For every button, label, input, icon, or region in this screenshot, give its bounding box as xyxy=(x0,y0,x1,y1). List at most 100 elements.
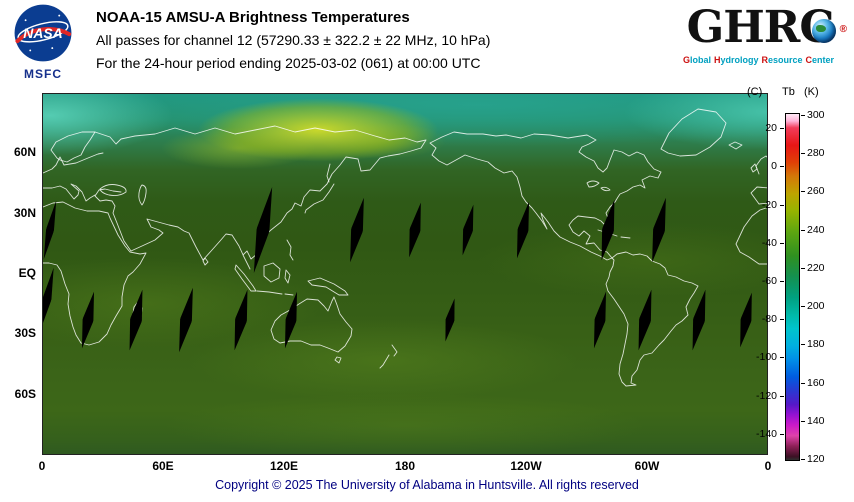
lat-label-30N: 30N xyxy=(13,205,36,220)
data-gap xyxy=(248,186,279,275)
page-title: NOAA-15 AMSU-A Brightness Temperatures xyxy=(96,9,410,26)
map-canvas xyxy=(42,93,768,455)
kelvin-tick-180: 180 xyxy=(807,338,825,351)
coastline-eurasia xyxy=(94,125,427,270)
lat-label-60N: 60N xyxy=(13,145,36,160)
celsius-tick-mark xyxy=(780,319,784,321)
data-gap xyxy=(646,197,671,264)
kelvin-tick-mark xyxy=(801,229,805,231)
kelvin-tick-mark xyxy=(801,267,805,269)
ghrc-subtitle: Global Hydrology Resource Center xyxy=(676,55,844,65)
celsius-tick-mark xyxy=(780,166,784,168)
kelvin-tick-mark xyxy=(801,382,805,384)
celsius-tick-mark xyxy=(780,357,784,359)
data-gap xyxy=(687,288,712,351)
nasa-logo: NASA MSFC xyxy=(12,4,74,81)
kelvin-tick-mark xyxy=(801,344,805,346)
kelvin-tick-120: 120 xyxy=(807,453,825,465)
kelvin-tick-mark xyxy=(801,420,805,422)
colorbar-kelvin-header: (K) xyxy=(804,86,819,98)
coastline-philippines xyxy=(286,239,294,261)
subtitle-period: For the 24-hour period ending 2025-03-02… xyxy=(96,55,481,71)
lon-label-2-120E: 120E xyxy=(269,459,299,473)
kelvin-tick-mark xyxy=(801,459,805,460)
kelvin-tick-160: 160 xyxy=(807,376,825,389)
coastline-north-america xyxy=(429,131,662,261)
colorbar-gradient xyxy=(785,113,800,461)
coastline-ireland xyxy=(750,163,758,173)
coastline-sulawesi xyxy=(284,269,291,284)
celsius-tick-mark xyxy=(780,395,784,397)
data-gap xyxy=(588,290,611,349)
data-gap xyxy=(458,204,479,257)
coastline-japan xyxy=(304,183,335,214)
coastline-africa xyxy=(43,201,147,346)
lat-label-EQ: EQ xyxy=(18,266,36,280)
kelvin-tick-220: 220 xyxy=(807,261,825,274)
footer-copyright: Copyright © 2025 The University of Alaba… xyxy=(215,478,639,492)
nasa-meatball-icon: NASA xyxy=(14,4,72,62)
coastline-sakhalin xyxy=(326,163,331,183)
coastline-borneo xyxy=(263,262,281,283)
ghrc-subtitle-word: Resource xyxy=(761,55,803,65)
data-gap xyxy=(344,197,369,264)
lon-label-1-60E: 60E xyxy=(152,459,174,473)
kelvin-tick-140: 140 xyxy=(807,414,825,427)
data-gap xyxy=(735,291,757,348)
colorbar-tb-header: Tb xyxy=(782,86,795,98)
coastline-iberia xyxy=(750,186,767,205)
coastline-greenland xyxy=(660,108,727,157)
celsius-tick-mark xyxy=(780,128,784,130)
celsius-tick-mark xyxy=(780,433,784,435)
data-gap xyxy=(441,297,459,342)
data-gap xyxy=(76,290,99,349)
lon-label-6-0: 0 xyxy=(764,459,772,473)
lat-label-30S: 30S xyxy=(14,326,36,341)
data-gap xyxy=(174,286,199,353)
data-gap xyxy=(123,288,148,351)
globe-icon xyxy=(812,19,836,43)
coastline-iceland xyxy=(728,141,743,150)
data-gap xyxy=(280,290,303,349)
data-gap xyxy=(595,199,620,262)
kelvin-tick-300: 300 xyxy=(807,109,825,121)
coastline-nw-africa xyxy=(735,207,767,265)
coastline-new-zealand xyxy=(379,344,398,369)
msfc-label: MSFC xyxy=(24,67,62,81)
nasa-wordmark: NASA xyxy=(23,25,62,41)
coastline-new-guinea xyxy=(307,277,349,296)
lon-label-0-0: 0 xyxy=(38,459,46,473)
ghrc-subtitle-word: Global xyxy=(682,55,711,65)
data-gap xyxy=(632,288,657,351)
coastline-tasmania xyxy=(334,356,342,364)
data-gap xyxy=(404,202,426,259)
title-block: NOAA-15 AMSU-A Brightness Temperatures A… xyxy=(96,9,490,78)
kelvin-tick-240: 240 xyxy=(807,223,825,236)
data-gap xyxy=(42,200,60,260)
coastline-europe-north xyxy=(43,152,104,174)
coastline-sumatra xyxy=(234,264,257,292)
coastline-great-lakes xyxy=(586,180,611,192)
subtitle-channel: All passes for channel 12 (57290.33 ± 32… xyxy=(96,32,491,48)
coastline-caspian-sea xyxy=(138,184,147,206)
coastline-sri-lanka xyxy=(202,257,209,266)
kelvin-tick-mark xyxy=(801,153,805,155)
data-gap xyxy=(42,267,58,331)
coastline-australia xyxy=(270,296,353,353)
kelvin-tick-260: 260 xyxy=(807,185,825,198)
ghrc-subtitle-word: Center xyxy=(805,55,835,65)
kelvin-tick-mark xyxy=(801,115,805,116)
celsius-tick-mark xyxy=(780,280,784,282)
kelvin-tick-280: 280 xyxy=(807,147,825,160)
ghrc-subtitle-word: Hydrology xyxy=(713,55,759,65)
coastline-europe-south xyxy=(43,183,96,202)
ghrc-wordmark: GHRC ® xyxy=(676,2,847,54)
kelvin-tick-mark xyxy=(801,191,805,193)
celsius-tick-mark xyxy=(780,242,784,244)
lat-label-60S: 60S xyxy=(14,386,36,401)
lon-label-4-120W: 120W xyxy=(510,459,542,473)
lon-label-3-180: 180 xyxy=(394,459,416,473)
data-gap-layer xyxy=(43,94,767,454)
lon-label-5-60W: 60W xyxy=(634,459,660,473)
